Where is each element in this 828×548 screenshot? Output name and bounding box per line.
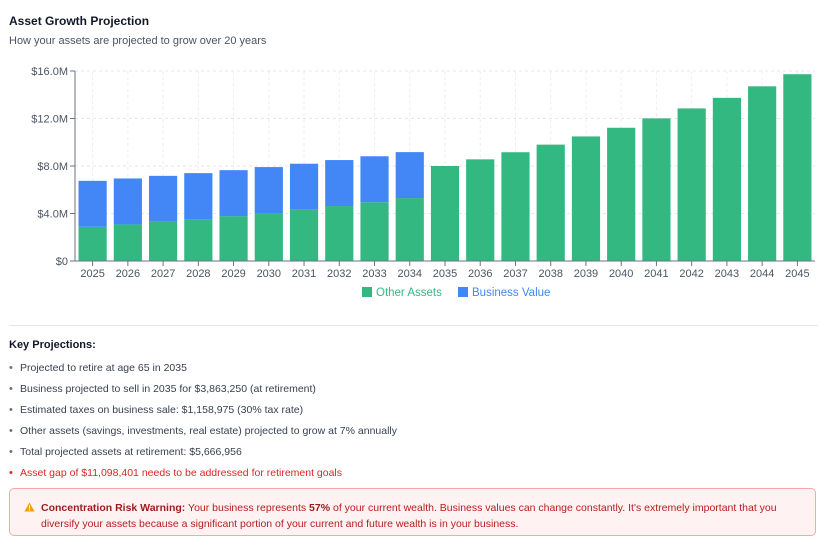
bar-other-assets [783,74,812,261]
bar-business-value [219,170,248,217]
bar-other-assets [78,226,107,261]
chart-title: Asset Growth Projection [9,14,150,28]
y-tick-label: $4.0M [37,209,68,221]
x-tick-label: 2028 [186,268,210,280]
bar-business-value [325,160,354,207]
list-item: • Projected to retire at age 65 in 2035 [9,362,187,374]
bar-business-value [289,163,319,210]
bar-other-assets [289,209,319,261]
bar-other-assets [360,202,389,261]
x-tick-label: 2038 [538,268,562,280]
bar-other-assets [501,152,530,261]
x-tick-label: 2045 [785,268,809,280]
bar-other-assets [113,224,142,261]
bar-business-value [254,167,283,214]
x-tick-label: 2041 [644,268,668,280]
bar-business-value [149,175,178,222]
asset-growth-chart: $0 $4.0M $8.0M $12.0M $16.0M 2025 2026 2027 2028… [31,66,815,299]
bar-business-value [78,180,107,227]
list-item: • Other assets (savings, investments, rea… [9,425,398,437]
section-divider [9,325,818,326]
bar-other-assets [325,206,354,261]
bar-business-value [113,178,142,225]
x-tick-label: 2034 [398,268,422,280]
x-tick-label: 2040 [609,268,633,280]
x-tick-label: 2027 [151,268,175,280]
chart-subtitle: How your assets are projected to grow ov… [9,35,267,47]
list-item: • Total projected assets at retirement: $… [9,446,242,458]
legend-swatch [362,287,372,297]
y-tick-label: $16.0M [31,66,68,78]
warning-triangle-icon [24,502,35,512]
x-tick-label: 2030 [257,268,281,280]
bar-other-assets [184,219,213,261]
bullet-icon: • [9,383,13,395]
bar-other-assets [395,198,424,261]
bullet-icon: • [9,404,13,416]
legend-swatch [458,287,468,297]
bar-other-assets [430,166,460,261]
warning-text: Concentration Risk Warning: Your busines… [41,502,777,530]
y-tick-label: $12.0M [31,114,68,126]
concentration-risk-warning: Concentration Risk Warning: Your busines… [9,488,816,536]
list-item: • Business projected to sell in 2035 for … [9,383,316,395]
list-item: • Estimated taxes on business sale: $1,15… [9,404,304,416]
bar-other-assets [571,136,601,261]
bar-other-assets [254,213,283,261]
x-tick-label: 2026 [116,268,140,280]
bar-business-value [360,156,389,203]
x-tick-label: 2039 [574,268,598,280]
bar-other-assets [536,144,565,261]
x-tick-label: 2033 [362,268,386,280]
x-tick-label: 2031 [292,268,316,280]
key-projections-title: Key Projections: [9,339,96,351]
bar-other-assets [642,118,671,261]
y-tick-label: $8.0M [37,161,68,173]
bar-other-assets [748,86,777,261]
bullet-icon: • [9,362,13,374]
x-tick-label: 2025 [80,268,104,280]
x-tick-label: 2036 [468,268,492,280]
bar-other-assets [712,97,741,262]
warning-label: Concentration Risk Warning: [41,502,186,514]
x-tick-label: 2042 [679,268,703,280]
y-tick-label: $0 [56,256,68,268]
list-item-asset-gap: • Asset gap of $11,098,401 needs to be ad… [9,467,343,479]
bar-other-assets [607,127,636,261]
bullet-icon: • [9,467,13,479]
x-tick-label: 2032 [327,268,351,280]
x-tick-label: 2035 [433,268,457,280]
x-tick-label: 2043 [715,268,739,280]
bar-other-assets [677,108,706,261]
legend-label: Business Value [472,287,550,299]
x-tick-label: 2037 [503,268,527,280]
wealth-percent: 57% [309,502,331,514]
x-tick-label: 2029 [221,268,245,280]
x-tick-label: 2044 [750,268,774,280]
bullet-icon: • [9,425,13,437]
bar-business-value [184,173,213,220]
bar-other-assets [466,159,495,261]
bullet-icon: • [9,446,13,458]
bar-other-assets [149,221,178,261]
legend-label: Other Assets [376,287,442,299]
bar-other-assets [219,216,248,261]
bar-business-value [395,152,424,199]
key-projections-list: • Projected to retire at age 65 in 2035 •… [9,362,397,488]
